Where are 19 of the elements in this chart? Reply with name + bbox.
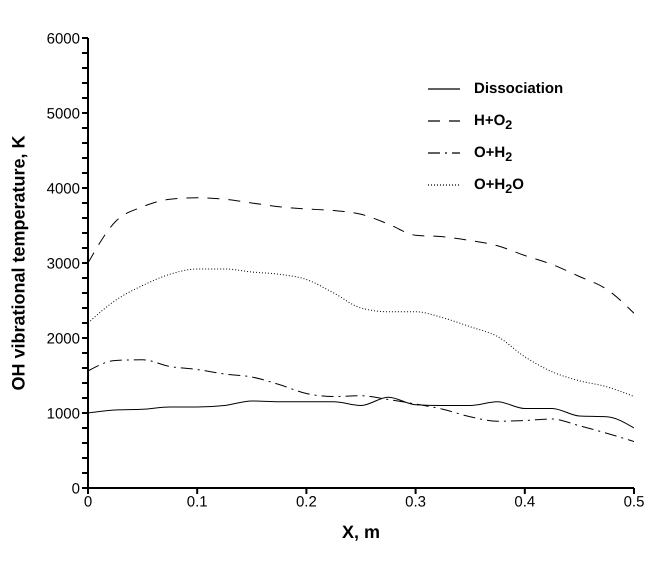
y-tick-label: 3000 [46,255,80,272]
legend-label: O+H$_{2}$O [474,176,524,196]
x-tick-label: 0 [84,494,92,511]
y-tick-label: 1000 [46,405,80,422]
y-tick-label: 4000 [46,180,80,198]
legend-label: H+O$_{2}$ [474,112,512,132]
x-tick-label: 0.3 [405,494,426,511]
y-tick-label: 5000 [46,105,80,122]
x-tick-label: 0.2 [296,494,317,511]
legend-label: Dissociation [474,80,564,97]
x-axis-title: X, m [342,522,380,542]
y-axis-title: OH vibrational temperature, K [8,135,28,391]
legend-label: O+H$_{2}$ [474,144,512,164]
x-tick-label: 0.1 [186,494,208,511]
y-tick-label: 6000 [46,30,80,48]
x-tick-label: 0.5 [624,494,644,511]
y-tick-label: 2000 [46,330,80,348]
y-tick-label: 0 [72,480,80,498]
x-tick-label: 0.4 [514,494,536,511]
